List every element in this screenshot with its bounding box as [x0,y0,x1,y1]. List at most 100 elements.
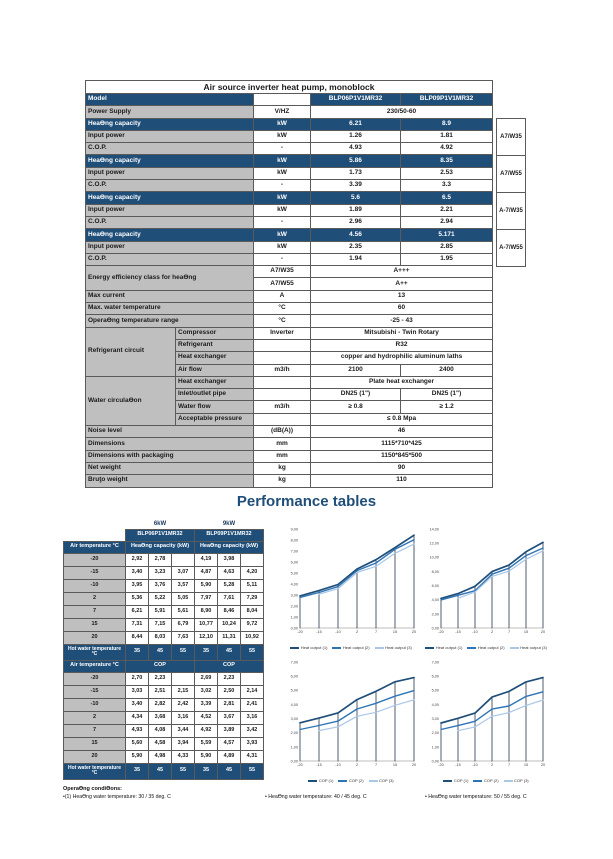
cop-6kw-plot: 0,00 1,00 2,00 3,00 4,00 5,00 6,00 7,00 -20 -15 -1… [291,660,417,767]
y-axis-tick-label: 2,00 [432,612,439,616]
perf-cell: 3,98 [217,552,241,567]
spec-cell: Net weight [85,461,254,476]
spec-cell: kW [253,129,311,144]
spec-cell: 1.89 [310,203,401,217]
legend-item: Heat output (1) [290,645,327,650]
spec-cell: Mitsubishi - Twin Rotary [309,326,494,340]
footnote-item: • HeaƟng water temperature: 40 / 45 deg.… [265,794,367,800]
perf-cell: 10,77 [194,617,218,632]
perf-cell: -20 [63,671,126,686]
spec-row: Max current A 13 [85,289,494,304]
perf-cell: 3,39 [194,697,218,712]
spec-row: C.O.P. -4.93 4.92 [85,142,494,156]
perf-row: 6kW 9kW [63,519,264,529]
heat-output-chart-9kw: 0,00 2,00 4,00 6,00 8,00 10,00 12,00 14,00 -20 -1… [424,524,548,650]
series-line [440,547,544,601]
spec-cell: kW [253,191,311,205]
spec-cell: 1.81 [399,129,494,144]
spec-cell: A7/W35 [253,265,311,279]
spec-cell: kW [253,228,311,242]
y-axis-tick-label: 3,00 [291,593,298,597]
x-axis-tick-label: -15 [316,763,322,767]
perf-cell: BLP09P1V1MR32 [194,528,264,542]
perf-cell: 4,92 [194,723,218,738]
spec-row: HeaƟng capacity kW 4.56 5.171 [85,228,494,242]
perf-cell: HeaƟng capacity (kW) [125,540,195,554]
perf-cell: 4,20 [240,565,264,580]
y-axis-tick-label: 0,00 [432,626,439,630]
spec-row: HeaƟng capacity kW 5.86 8.35 [85,154,494,168]
spec-cell: A++ [309,277,494,291]
perf-cell: 55 [240,762,264,780]
legend-label: COP (2) [348,778,364,783]
y-axis-tick-label: 6,00 [291,560,298,564]
perf-row: -20 2,70 2,23 2,69 2,23 [63,671,264,686]
legend-line-icon [332,646,342,649]
spec-cell [253,92,311,107]
spec-cell: Energy efficiency class for heaƟng [85,265,254,291]
series-line [299,676,415,724]
perf-row: BLP06P1V1MR32 BLP09P1V1MR32 [63,528,264,542]
spec-row: Noise level (dB(A)) 46 [85,425,494,439]
perf-cell: 35 [194,643,218,661]
y-axis-tick-label: 6,00 [432,675,439,679]
y-axis-tick-label: 6,00 [291,675,298,679]
spec-cell: 2.96 [310,215,401,230]
perf-cell: 5,22 [148,591,172,606]
spec-row: HeaƟng capacity kW 6.21 8.9 [85,117,494,131]
y-axis-tick-label: 5,00 [432,689,439,693]
spec-cell: 8.35 [399,154,494,168]
heat-output-6kw-plot: 0,00 1,00 2,00 3,00 4,00 5,00 6,00 7,00 8,00 9,00… [291,527,417,634]
spec-cell: Plate heat exchanger [309,375,494,390]
legend-line-icon [308,779,318,782]
spec-cell: Air source inverter heat pump, monoblock [84,80,494,94]
perf-row: Air temperature °C COP COP [63,659,264,673]
y-axis-tick-label: 2,00 [432,731,439,735]
spec-cell: Dimensions with packaging [85,449,254,463]
x-axis-tick-label: -15 [455,763,461,767]
legend-item: Heat output (2) [467,645,505,650]
perf-cell: 4,33 [171,749,195,764]
perf-cell: 5,61 [171,604,195,619]
legend-item: COP (2) [338,778,364,783]
spec-cell [253,338,311,353]
spec-cell: Refrigerant [175,338,254,353]
perf-cell: 35 [125,643,149,661]
perf-cell: 3,03 [125,684,149,699]
legend-item: COP (1) [443,778,468,783]
legend-item: Heat output (3) [374,645,412,650]
legend-line-icon [467,646,477,649]
perf-cell: 3,40 [125,565,149,580]
perf-cell: 6,79 [171,617,195,632]
perf-cell: 10,24 [217,617,241,632]
perf-cell: 5,60 [125,736,149,751]
perf-cell: 2,81 [217,697,241,712]
spec-cell: 46 [309,425,494,439]
y-axis-tick-label: 3,00 [291,717,298,721]
spec-cell: Heat exchanger [175,375,254,390]
perf-row: Hot water temperature °C 35 45 55 35 45 55 [63,643,264,661]
perf-row: 20 8,44 8,03 7,63 12,10 11,31 10,92 [63,630,264,645]
legend-label: COP (1) [318,778,334,783]
spec-cell: Max current [85,289,254,304]
series-line [299,689,415,731]
perf-cell: 5,28 [217,578,241,593]
perf-cell: COP [194,659,264,673]
perf-cell: 4,19 [194,552,218,567]
footnote-items: •(1) HeaƟng water temperature: 30 / 35 d… [63,794,555,804]
perf-cell: 15 [63,736,126,751]
legend-line-icon [473,779,483,782]
perf-cell: 5,91 [148,604,172,619]
spec-table: Air source inverter heat pump, monoblock… [84,80,494,488]
test-condition-label: A-7/W35 [496,193,526,230]
perf-cell: 5,36 [125,591,149,606]
perf-cell: 2 [63,591,126,606]
spec-cell: 3.39 [310,179,401,193]
perf-cell: 2 [63,710,126,725]
spec-cell: °C [253,302,311,316]
spec-cell: Dimensions [85,437,254,451]
spec-row: Heat exchanger copper and hydrophilic alu… [86,351,494,365]
perf-cell [63,519,126,529]
perf-row: Hot water temperature °C 35 45 55 35 45 55 [63,762,264,780]
